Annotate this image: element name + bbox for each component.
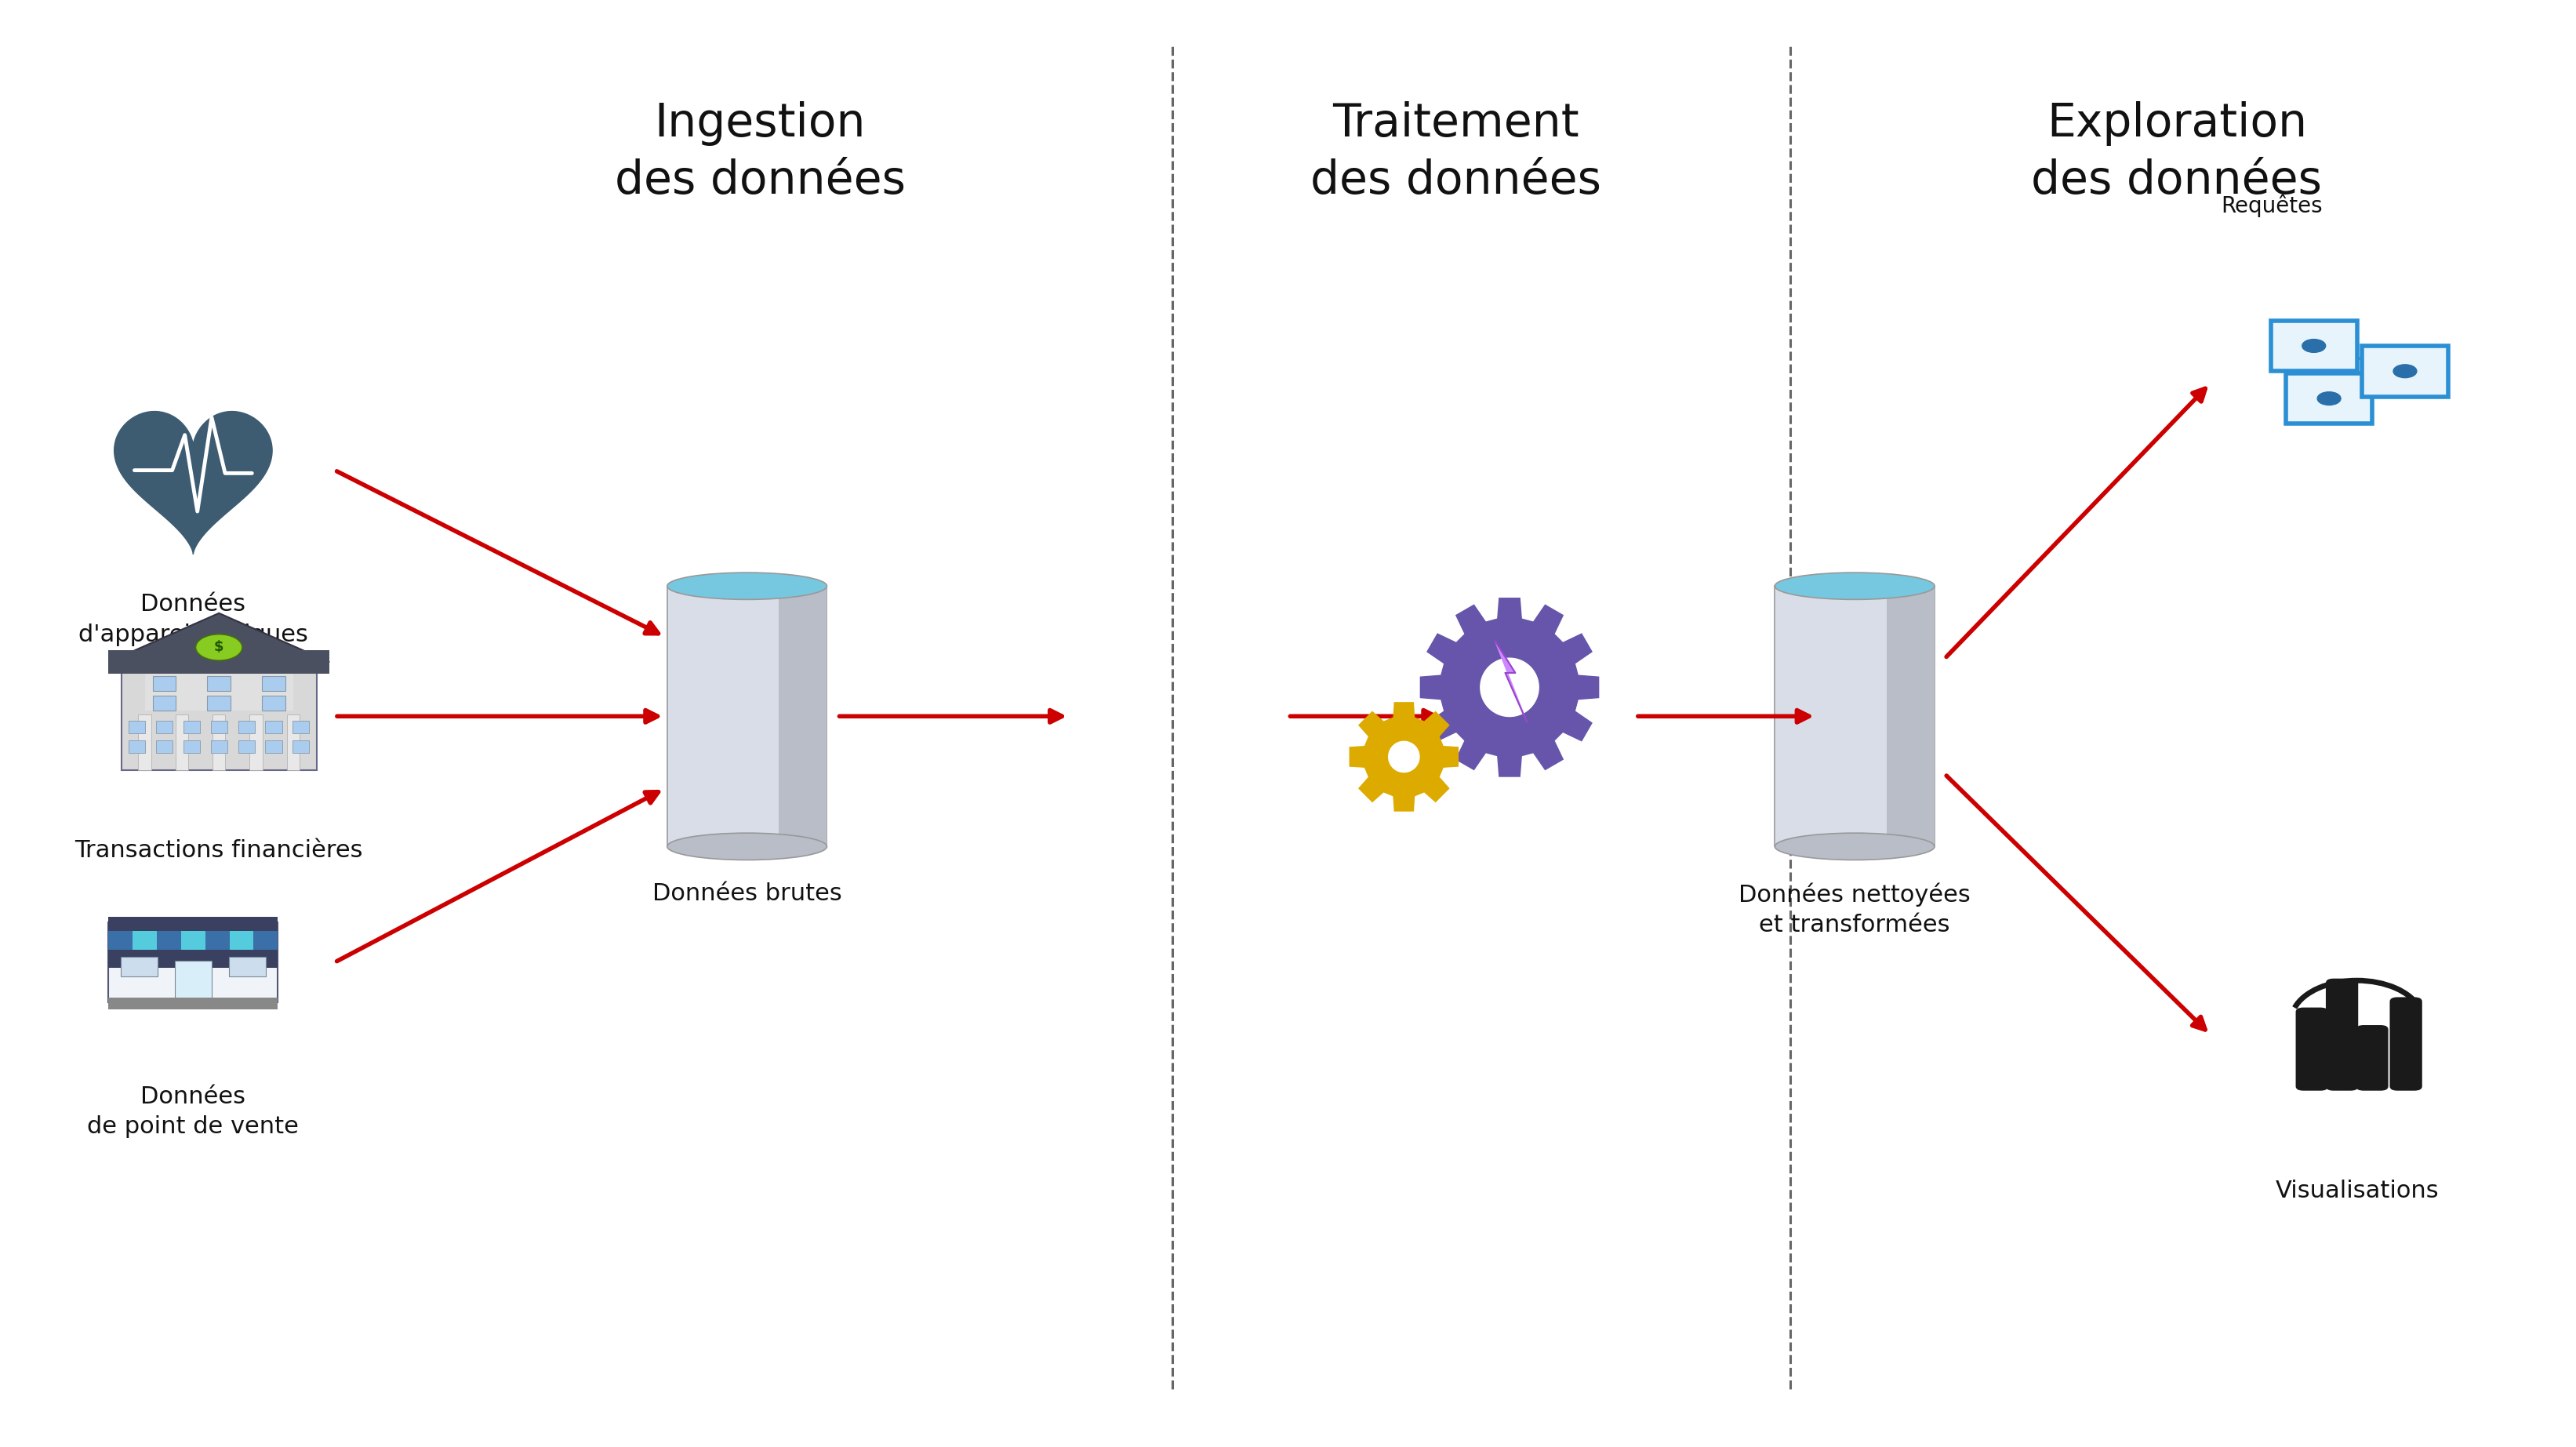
Bar xyxy=(294,721,309,734)
Bar xyxy=(121,663,317,770)
Text: Données
d'appareil critiques: Données d'appareil critiques xyxy=(77,593,309,645)
Bar xyxy=(175,961,211,1003)
Polygon shape xyxy=(252,922,278,956)
Bar xyxy=(667,586,827,846)
Bar xyxy=(175,713,188,770)
Circle shape xyxy=(196,634,242,660)
Bar xyxy=(286,713,299,770)
Bar xyxy=(294,741,309,752)
FancyBboxPatch shape xyxy=(2357,1024,2388,1091)
Bar xyxy=(1886,586,1935,846)
Polygon shape xyxy=(1481,658,1538,716)
Bar xyxy=(108,951,278,968)
Bar xyxy=(211,741,227,752)
Polygon shape xyxy=(1350,703,1458,810)
Text: Requêtes: Requêtes xyxy=(2221,194,2324,217)
Circle shape xyxy=(2318,392,2342,405)
Polygon shape xyxy=(206,922,229,956)
Bar xyxy=(263,676,286,692)
Polygon shape xyxy=(113,411,273,554)
Ellipse shape xyxy=(1775,833,1935,860)
FancyBboxPatch shape xyxy=(2326,978,2357,1091)
Polygon shape xyxy=(1419,598,1600,777)
Text: Données nettoyées
et transformées: Données nettoyées et transformées xyxy=(1739,883,1971,936)
Polygon shape xyxy=(180,922,206,956)
Circle shape xyxy=(2393,365,2416,378)
Polygon shape xyxy=(157,922,180,956)
Bar xyxy=(206,696,232,710)
Bar xyxy=(206,676,232,692)
Bar xyxy=(214,713,224,770)
Text: Traitement
des données: Traitement des données xyxy=(1311,101,1600,203)
FancyBboxPatch shape xyxy=(2391,997,2421,1091)
Bar xyxy=(157,741,173,752)
Polygon shape xyxy=(1494,641,1528,722)
Bar xyxy=(108,916,278,930)
Ellipse shape xyxy=(1775,573,1935,599)
Bar xyxy=(211,721,227,734)
Text: Exploration
des données: Exploration des données xyxy=(2032,101,2321,203)
Polygon shape xyxy=(229,922,252,956)
Bar xyxy=(152,696,175,710)
Text: Données brutes: Données brutes xyxy=(652,883,842,906)
Bar xyxy=(237,721,255,734)
Bar xyxy=(157,721,173,734)
Ellipse shape xyxy=(667,573,827,599)
Text: Visualisations: Visualisations xyxy=(2275,1179,2439,1202)
Text: Transactions financières: Transactions financières xyxy=(75,839,363,862)
Bar xyxy=(265,741,281,752)
Ellipse shape xyxy=(667,833,827,860)
Bar xyxy=(183,721,201,734)
FancyBboxPatch shape xyxy=(2362,346,2447,396)
Bar xyxy=(265,721,281,734)
Polygon shape xyxy=(108,614,330,663)
FancyBboxPatch shape xyxy=(2285,373,2372,424)
Bar xyxy=(237,741,255,752)
Bar xyxy=(129,741,144,752)
Bar xyxy=(1775,586,1935,846)
Circle shape xyxy=(2303,339,2326,353)
FancyBboxPatch shape xyxy=(2295,1007,2329,1091)
Bar xyxy=(108,651,330,674)
Bar xyxy=(129,721,144,734)
Bar xyxy=(108,998,278,1010)
Bar xyxy=(229,956,265,977)
Bar xyxy=(263,696,286,710)
Bar xyxy=(108,922,278,1003)
Bar xyxy=(250,713,263,770)
Text: Ingestion
des données: Ingestion des données xyxy=(616,101,904,203)
Bar xyxy=(139,713,152,770)
Polygon shape xyxy=(1388,741,1419,773)
Polygon shape xyxy=(108,922,134,956)
Bar xyxy=(183,741,201,752)
Bar xyxy=(121,956,157,977)
Polygon shape xyxy=(134,922,157,956)
Bar xyxy=(152,676,175,692)
Bar xyxy=(144,663,294,710)
FancyBboxPatch shape xyxy=(2272,320,2357,370)
Bar xyxy=(778,586,827,846)
Text: $: $ xyxy=(214,640,224,654)
Text: Données
de point de vente: Données de point de vente xyxy=(88,1085,299,1137)
